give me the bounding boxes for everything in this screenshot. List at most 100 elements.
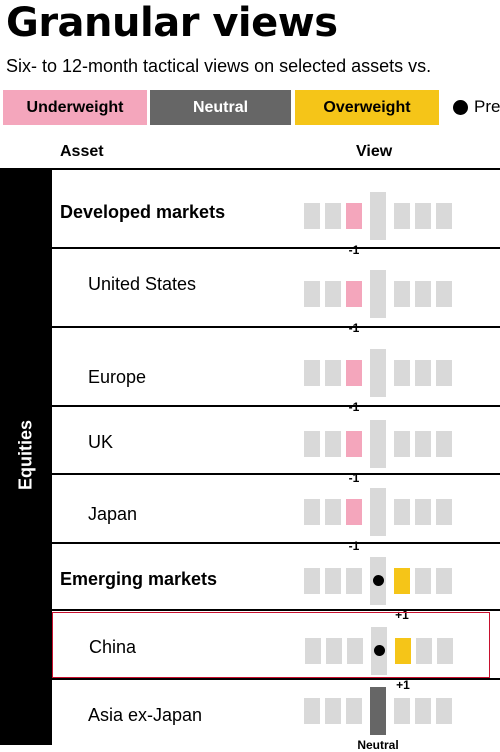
previous-view-dot-icon xyxy=(373,575,384,586)
legend-underweight: Underweight xyxy=(3,90,147,125)
view-value-label: +1 xyxy=(396,678,410,692)
page-title: Granular views xyxy=(6,0,338,46)
scale-cell xyxy=(394,698,410,724)
scale-cell xyxy=(437,638,453,664)
asset-label: Asia ex-Japan xyxy=(88,705,203,725)
row-divider xyxy=(52,542,500,544)
scale-cell xyxy=(415,360,431,386)
asset-label: Emerging markets xyxy=(60,569,218,589)
scale-cell xyxy=(304,698,320,724)
view-marker-cell xyxy=(395,638,411,664)
legend-previous-dot-icon xyxy=(453,100,468,115)
scale-cell xyxy=(325,499,341,525)
scale-cell xyxy=(304,281,320,307)
scale-cell xyxy=(304,431,320,457)
scale-cell xyxy=(325,568,341,594)
view-marker-cell xyxy=(346,499,362,525)
view-value-label: -1 xyxy=(348,539,360,553)
scale-cell xyxy=(325,431,341,457)
scale-cell xyxy=(394,281,410,307)
group-band-equities xyxy=(0,170,52,745)
table-row: Asia ex-Japan Neutral xyxy=(52,681,500,752)
scale-cell xyxy=(416,638,432,664)
table-row: Japan -1 xyxy=(52,476,500,553)
view-marker-cell xyxy=(346,281,362,307)
scale-cell xyxy=(346,698,362,724)
scale-cell xyxy=(325,203,341,229)
scale-center-cell xyxy=(370,488,386,536)
scale-cell xyxy=(325,360,341,386)
scale-cell xyxy=(436,281,452,307)
scale-center-cell xyxy=(370,192,386,240)
scale-cell xyxy=(415,499,431,525)
view-value-label: -1 xyxy=(348,400,360,414)
view-value-label: Neutral xyxy=(357,738,399,752)
scale-cell xyxy=(436,431,452,457)
scale-cell xyxy=(304,499,320,525)
view-marker-cell xyxy=(346,431,362,457)
column-header-asset: Asset xyxy=(60,143,104,160)
view-marker-cell xyxy=(346,203,362,229)
view-marker-cell xyxy=(370,687,386,735)
scale-cell xyxy=(347,638,363,664)
scale-cell xyxy=(436,203,452,229)
scale-cell xyxy=(415,568,431,594)
scale-cell xyxy=(394,360,410,386)
scale-cell xyxy=(415,203,431,229)
scale-cell xyxy=(436,360,452,386)
scale-cell xyxy=(394,499,410,525)
scale-cell xyxy=(325,281,341,307)
scale-cell xyxy=(305,638,321,664)
scale-center-cell xyxy=(370,420,386,468)
table-row: China +1 xyxy=(52,612,490,692)
row-divider xyxy=(52,405,500,407)
scale-cell xyxy=(436,499,452,525)
table-row: UK -1 xyxy=(52,408,500,485)
asset-label: United States xyxy=(88,274,197,294)
scale-cell xyxy=(394,431,410,457)
header-divider xyxy=(0,168,500,170)
scale-cell xyxy=(304,360,320,386)
view-value-label: -1 xyxy=(348,243,360,257)
scale-cell xyxy=(436,568,452,594)
asset-label: Europe xyxy=(88,367,147,387)
page-subtitle: Six- to 12-month tactical views on selec… xyxy=(6,56,432,76)
row-divider xyxy=(52,247,500,249)
asset-label: Japan xyxy=(88,504,138,524)
view-value-label: -1 xyxy=(348,321,360,335)
legend-previous-label: Pre xyxy=(474,97,500,116)
row-divider xyxy=(52,609,500,611)
table-row: Emerging markets +1 xyxy=(52,545,500,622)
legend: Underweight Neutral Overweight Pre xyxy=(0,90,500,125)
legend-neutral: Neutral xyxy=(150,90,291,125)
scale-cell xyxy=(346,568,362,594)
scale-center-cell xyxy=(370,270,386,318)
asset-label: Developed markets xyxy=(60,202,226,222)
table-row: Developed markets -1 xyxy=(52,172,500,257)
row-divider xyxy=(52,678,500,680)
row-divider xyxy=(52,326,500,328)
table-row: Europe -1 xyxy=(52,329,500,414)
scale-cell xyxy=(415,431,431,457)
scale-cell xyxy=(415,698,431,724)
scale-cell xyxy=(415,281,431,307)
group-label-equities: Equities xyxy=(15,419,36,491)
view-marker-cell xyxy=(394,568,410,594)
scale-center-cell xyxy=(370,349,386,397)
view-value-label: +1 xyxy=(395,608,409,622)
view-value-label: -1 xyxy=(348,471,360,485)
scale-cell xyxy=(394,203,410,229)
scale-cell xyxy=(436,698,452,724)
view-marker-cell xyxy=(346,360,362,386)
scale-cell xyxy=(325,698,341,724)
column-header-view: View xyxy=(356,143,393,160)
row-divider xyxy=(52,473,500,475)
asset-label: China xyxy=(89,637,137,657)
legend-overweight: Overweight xyxy=(295,90,439,125)
previous-view-dot-icon xyxy=(374,645,385,656)
scale-cell xyxy=(304,568,320,594)
asset-label: UK xyxy=(88,432,114,452)
scale-cell xyxy=(326,638,342,664)
table-row: United States -1 xyxy=(52,250,500,335)
scale-cell xyxy=(304,203,320,229)
